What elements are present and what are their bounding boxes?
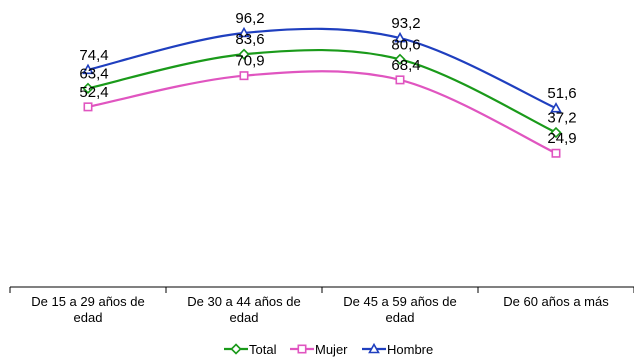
data-label-mujer-4: 24,9 [547, 130, 576, 147]
data-label-mujer-1: 52,4 [79, 84, 108, 101]
legend-item-mujer: Mujer [290, 342, 348, 357]
data-point-hombre-1 [82, 63, 94, 75]
data-label-hombre-4: 51,6 [547, 85, 576, 102]
data-point-mujer-2 [239, 71, 249, 81]
data-point-hombre-4 [550, 102, 562, 113]
x-tick-label-1: De 15 a 29 años de edad [31, 294, 144, 325]
data-point-mujer-3 [395, 75, 405, 85]
data-label-mujer-2: 70,9 [235, 53, 264, 70]
series-line-mujer [87, 70, 557, 155]
data-label-hombre-2: 96,2 [235, 10, 264, 27]
series-line-total [87, 48, 557, 134]
legend-marker-mujer [297, 344, 307, 354]
data-point-mujer-1 [83, 102, 93, 112]
legend: Total Mujer Hombre [224, 342, 433, 357]
data-label-hombre-3: 93,2 [391, 15, 420, 32]
data-point-mujer-4 [551, 148, 561, 158]
legend-item-total: Total [224, 342, 277, 357]
data-point-total-3 [394, 53, 406, 65]
series-line-hombre [87, 27, 557, 110]
data-point-total-1 [82, 82, 94, 94]
series-total [82, 48, 562, 139]
x-tick-label-2: De 30 a 44 años de edad [187, 294, 300, 325]
x-tick-label-4: De 60 años a más [503, 294, 609, 309]
category-axis: De 15 a 29 años de edad De 30 a 44 años de… [9, 286, 634, 325]
data-point-hombre-2 [238, 26, 250, 38]
data-point-total-4 [550, 126, 562, 139]
legend-label-hombre: Hombre [387, 342, 433, 357]
data-label-total-4: 37,2 [547, 110, 576, 127]
series-mujer [83, 70, 561, 158]
legend-item-hombre: Hombre [362, 342, 433, 357]
data-label-total-2: 83,6 [235, 31, 264, 48]
x-tick-label-3: De 45 a 59 años de edad [343, 294, 456, 325]
series-hombre [82, 26, 562, 113]
legend-label-mujer: Mujer [315, 342, 348, 357]
data-label-hombre-1: 74,4 [79, 47, 108, 64]
data-label-mujer-3: 68,4 [391, 57, 420, 74]
legend-marker-hombre [368, 342, 380, 354]
legend-marker-total [230, 343, 242, 355]
data-point-total-2 [238, 48, 250, 60]
data-label-total-3: 80,6 [391, 36, 420, 53]
legend-label-total: Total [249, 342, 277, 357]
data-label-layer: 74,4 96,2 93,2 51,6 63,4 83,6 80,6 37,2 52,4 70,9… [79, 10, 576, 147]
data-point-hombre-3 [394, 31, 406, 43]
series-layer [82, 26, 562, 158]
data-label-total-1: 63,4 [79, 65, 108, 82]
